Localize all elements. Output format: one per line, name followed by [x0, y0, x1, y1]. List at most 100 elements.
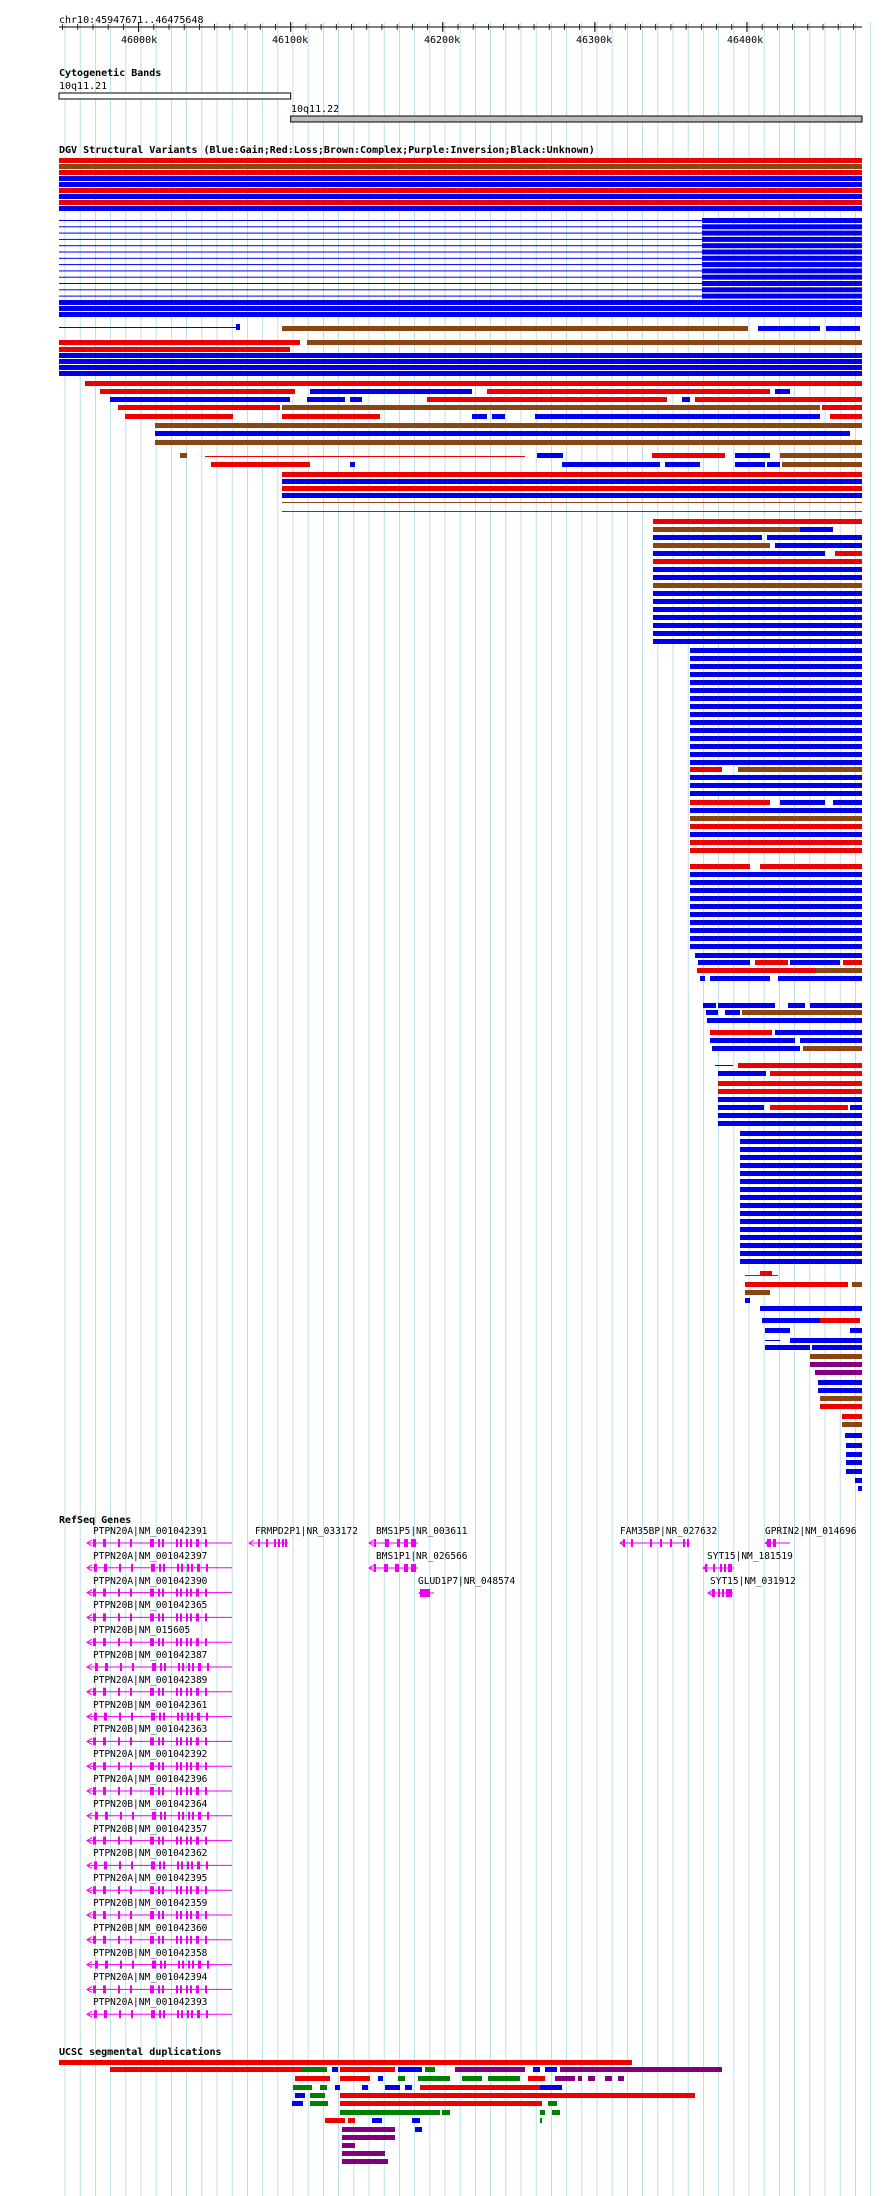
gene-label[interactable]: PTPN20A|NM_001042390 [93, 1575, 208, 1587]
gene-label[interactable]: PTPN20B|NM_001042362 [93, 1848, 208, 1860]
gene-ptpn20-exon [197, 1712, 200, 1721]
dgv-complex-bar [653, 527, 800, 532]
dgv-gain-bar [780, 800, 825, 805]
gene-ptpn20-exon [118, 1985, 120, 1994]
dgv-gain-bar [740, 1155, 862, 1160]
dgv-gain-bar [690, 648, 862, 653]
gene-ptpn20-exon [152, 1539, 154, 1547]
dgv-gain-bar [812, 1345, 862, 1350]
gene-ptpn20-exon [182, 1811, 184, 1820]
gene-label[interactable]: GLUD1P7|NR_048574 [418, 1576, 516, 1587]
segdup-purple-block [342, 2127, 395, 2132]
gene-ptpn20-exon [180, 1737, 182, 1746]
gene-fam35bp-exon [660, 1539, 662, 1547]
gene-bms1p5-exon [385, 1539, 389, 1547]
gene-label[interactable]: GPRIN2|NM_014696 [765, 1526, 857, 1537]
gene-label[interactable]: PTPN20A|NM_001042394 [93, 1972, 208, 1984]
dgv-loss-bar [843, 960, 862, 965]
gene-ptpn20-exon [151, 1861, 153, 1870]
segdup-red-block [325, 2118, 345, 2123]
gene-ptpn20-exon [118, 1886, 120, 1895]
dgv-gain-bar [690, 920, 862, 925]
gene-label[interactable]: PTPN20B|NM_001042361 [93, 1699, 208, 1711]
gene-ptpn20-exon [94, 1861, 97, 1870]
dgv-gain-bar [59, 300, 862, 305]
dgv-gain-bar [59, 182, 862, 187]
dgv-gain-bar [59, 371, 862, 376]
gene-ptpn20-exon [93, 1985, 96, 1994]
gene-ptpn20-exon [150, 1911, 152, 1919]
dgv-loss-bar [695, 397, 862, 402]
gene-label[interactable]: PTPN20B|NM_001042363 [93, 1724, 208, 1736]
gene-label[interactable]: FRMPD2P1|NR_033172 [255, 1526, 358, 1537]
dgv-gain-bar [59, 226, 702, 228]
gene-label[interactable]: PTPN20B|NM_015605 [93, 1625, 191, 1637]
gene-bms1p1-exon [395, 1564, 399, 1572]
gene-ptpn20-exon [186, 1762, 188, 1771]
gene-label[interactable]: PTPN20B|NM_001042358 [93, 1947, 208, 1959]
gene-ptpn20-exon [130, 1836, 132, 1845]
dgv-complex-bar [803, 1046, 862, 1051]
gene-ptpn20-exon [130, 1935, 132, 1944]
segdup-purple-block [342, 2159, 388, 2164]
dgv-gain-bar [59, 270, 702, 272]
gene-label[interactable]: PTPN20B|NM_001042364 [93, 1798, 208, 1810]
dgv-gain-bar [758, 326, 820, 331]
gene-label[interactable]: PTPN20A|NM_001042396 [93, 1774, 208, 1785]
gene-label[interactable]: PTPN20A|NM_001042395 [93, 1873, 208, 1885]
gene-ptpn20-exon [190, 1935, 192, 1944]
gene-ptpn20-exon [162, 1911, 164, 1919]
dgv-loss-bar [652, 453, 725, 458]
dgv-gain-bar [698, 960, 750, 965]
gene-ptpn20-exon [192, 1811, 194, 1820]
dgv-gain-bar [690, 664, 862, 669]
gene-ptpn20-exon [196, 1911, 199, 1919]
dgv-gain-bar [702, 218, 862, 223]
gene-label[interactable]: SYT15|NM_031912 [710, 1576, 796, 1587]
gene-ptpn20-exon [180, 1588, 182, 1597]
gene-ptpn20-exon [158, 1985, 160, 1994]
dgv-gain-bar [790, 1338, 862, 1343]
segdup-green-block [442, 2110, 450, 2115]
gene-label[interactable]: FAM35BP|NR_027632 [620, 1526, 718, 1537]
dgv-gain-bar [59, 257, 702, 259]
gene-frmpd2p1-exon [266, 1539, 268, 1547]
dgv-loss-bar [59, 200, 862, 205]
segdup-purple-block [555, 2076, 575, 2081]
gene-label[interactable]: PTPN20B|NM_001042365 [93, 1600, 208, 1612]
dgv-gain-bar [695, 953, 700, 958]
gene-ptpn20-exon [153, 1712, 155, 1721]
gene-ptpn20-exon [176, 1787, 178, 1795]
gene-ptpn20-exon [130, 1539, 132, 1547]
dgv-complex-bar [653, 543, 770, 548]
gene-label[interactable]: BMS1P1|NR_026566 [376, 1551, 468, 1562]
gene-label[interactable]: PTPN20A|NM_001042391 [93, 1526, 208, 1537]
dgv-loss-bar [427, 397, 667, 402]
dgv-loss-bar [710, 1030, 772, 1035]
gene-label[interactable]: PTPN20B|NM_001042387 [93, 1650, 208, 1661]
gene-label[interactable]: PTPN20A|NM_001042389 [93, 1674, 208, 1686]
gene-ptpn20-exon [150, 1613, 152, 1622]
dgv-gain-bar [818, 1388, 862, 1393]
dgv-gain-bar [690, 704, 862, 709]
dgv-gain-bar [775, 1030, 862, 1035]
gene-label[interactable]: BMS1P5|NR_003611 [376, 1526, 468, 1537]
gene-ptpn20-exon [205, 1911, 207, 1919]
gene-label[interactable]: PTPN20B|NM_001042357 [93, 1823, 208, 1835]
dgv-gain-bar [59, 353, 862, 358]
gene-ptpn20-exon [95, 1663, 98, 1671]
gene-ptpn20-exon [190, 1911, 192, 1919]
dgv-loss-bar [770, 519, 862, 524]
gene-label[interactable]: PTPN20B|NM_001042360 [93, 1922, 208, 1934]
gene-label[interactable]: PTPN20A|NM_001042397 [93, 1550, 208, 1562]
dgv-loss-bar [755, 960, 788, 965]
gene-label[interactable]: PTPN20B|NM_001042359 [93, 1898, 208, 1909]
gene-ptpn20-strand-arrow [86, 1911, 93, 1919]
gene-ptpn20-exon [153, 1861, 155, 1870]
gene-label[interactable]: PTPN20A|NM_001042392 [93, 1749, 208, 1761]
gene-label[interactable]: PTPN20A|NM_001042393 [93, 1997, 208, 2009]
gene-ptpn20-exon [163, 1563, 165, 1572]
gene-label[interactable]: SYT15|NM_181519 [707, 1551, 793, 1562]
gene-ptpn20-exon [152, 1836, 154, 1845]
